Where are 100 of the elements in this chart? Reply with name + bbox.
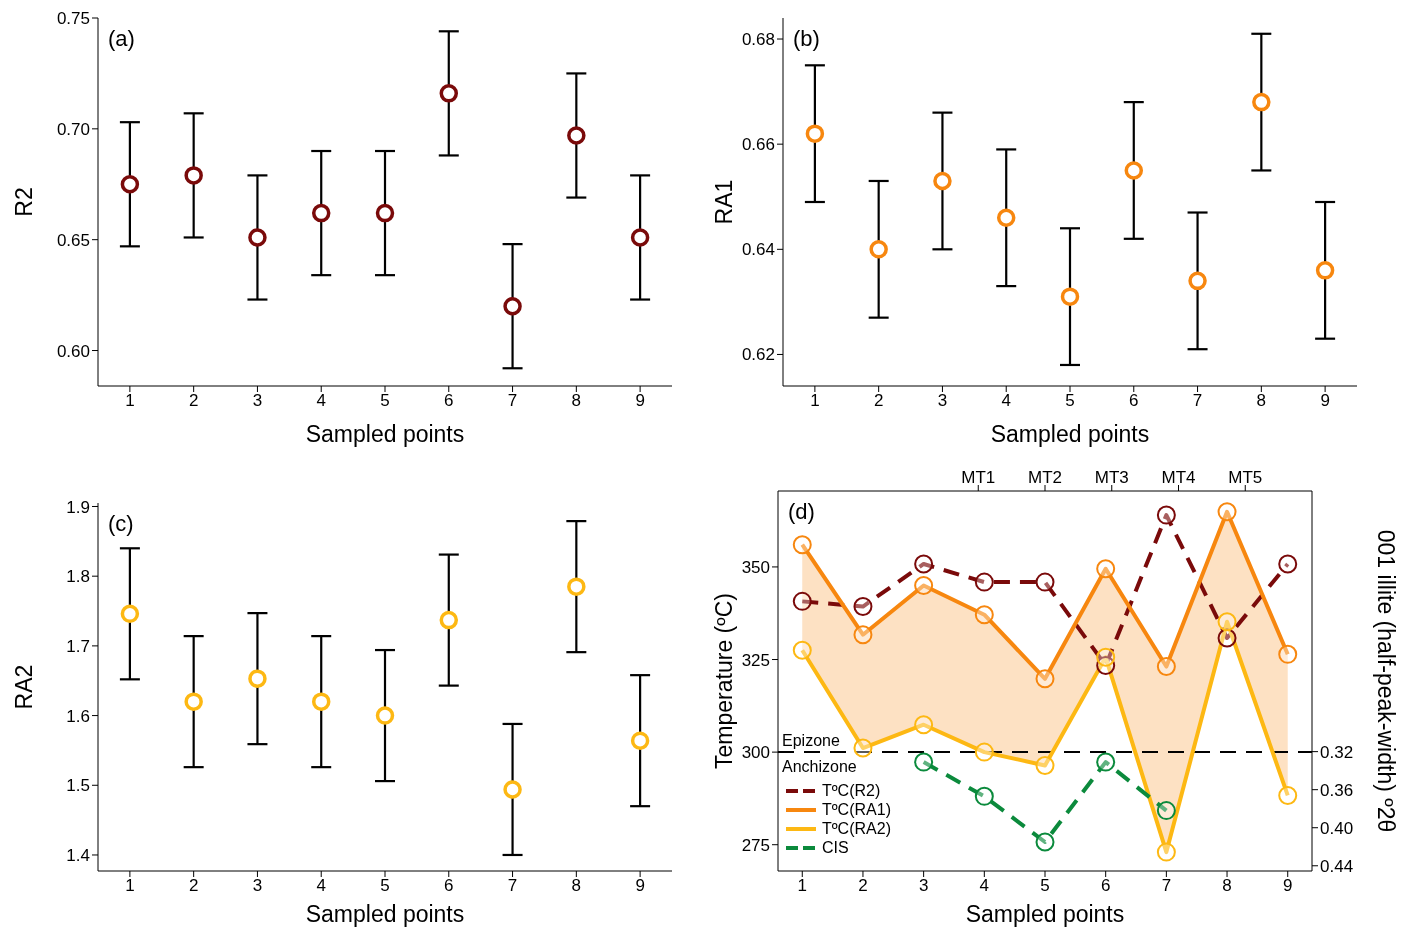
- x-tick-label: 9: [635, 876, 645, 896]
- point: [439, 84, 459, 103]
- x-tick-label: 3: [252, 391, 263, 411]
- text: MT2: [1028, 468, 1062, 487]
- x-tick-label: 2: [873, 391, 884, 411]
- x-tick-label: 2: [188, 391, 199, 411]
- point: [914, 752, 934, 772]
- legend-label: CIS: [822, 838, 849, 857]
- y2-tick-label: 0.32: [1320, 742, 1354, 762]
- point: [1278, 554, 1298, 574]
- y-tick-label: 0.68: [741, 30, 775, 50]
- ref-line-label: Epizone: [782, 732, 840, 750]
- x-tick-label: 1: [125, 876, 135, 896]
- text: MT4: [1161, 468, 1196, 487]
- point: [439, 610, 459, 630]
- point: [375, 706, 395, 725]
- point: [974, 786, 994, 806]
- point: [1035, 755, 1055, 775]
- annotation: Anchizone: [782, 758, 857, 776]
- y-tick-label: 0.65: [56, 230, 90, 250]
- point: [1188, 271, 1207, 291]
- x-tick-label: 4: [979, 876, 990, 896]
- y-tick-label: 0.75: [56, 9, 90, 29]
- point: [1035, 669, 1055, 689]
- point: [1217, 612, 1237, 632]
- point: [1124, 161, 1144, 180]
- point: [914, 715, 934, 735]
- point: [792, 535, 812, 555]
- point: [853, 625, 873, 645]
- y-tick-label: 300: [741, 743, 770, 763]
- point: [567, 577, 586, 596]
- point: [1156, 657, 1176, 677]
- point: [630, 731, 650, 750]
- x-tick-label: 7: [507, 391, 518, 411]
- x-tick-label: 4: [1001, 391, 1011, 411]
- point: [248, 228, 267, 247]
- point: [120, 175, 140, 194]
- text: MT5: [1228, 468, 1263, 487]
- point: [805, 124, 825, 143]
- x-tick-label: 8: [1222, 876, 1232, 896]
- point: [792, 591, 812, 611]
- point: [1035, 572, 1055, 592]
- point: [1096, 752, 1116, 772]
- point: [1252, 92, 1271, 112]
- point: [933, 171, 952, 191]
- x-tick-label: 2: [188, 876, 199, 896]
- point: [1156, 842, 1176, 862]
- point: [914, 575, 934, 595]
- point: [792, 640, 812, 660]
- point: [853, 738, 873, 758]
- x-tick-label: 5: [380, 876, 390, 896]
- point: [120, 604, 140, 624]
- point: [1060, 287, 1080, 306]
- y-axis-title: RA1: [711, 179, 737, 225]
- x-tick-label: 8: [571, 391, 582, 411]
- point: [974, 572, 994, 592]
- x-tick-label: 1: [797, 876, 808, 896]
- x-tick-label: 1: [810, 391, 820, 411]
- point: [1096, 559, 1116, 579]
- y2-tick-label: 0.40: [1320, 818, 1354, 838]
- x-tick-label: 9: [635, 391, 645, 411]
- point: [853, 597, 873, 617]
- y-tick-label: 325: [741, 650, 770, 670]
- legend-label: TºC(R2): [822, 781, 881, 800]
- point: [503, 296, 522, 316]
- y2-axis-title: 001 illite (half-peak-width) º2θ: [1373, 529, 1399, 833]
- point: [1217, 502, 1237, 522]
- point: [869, 240, 888, 259]
- legend-label: TºC(RA1): [822, 800, 891, 819]
- x-tick-label: 7: [1192, 391, 1203, 411]
- y-tick-label: 0.60: [56, 341, 90, 361]
- annotation: (a): [108, 26, 135, 52]
- y-tick-label: 1.5: [66, 776, 90, 796]
- y-tick-label: 0.64: [741, 240, 775, 260]
- annotation: (b): [793, 26, 820, 52]
- x-axis-title: Sampled points: [965, 901, 1125, 927]
- x-tick-label: 6: [1100, 876, 1111, 896]
- x-tick-label: 5: [1065, 391, 1075, 411]
- point: [1315, 261, 1335, 280]
- point: [974, 605, 994, 625]
- point: [503, 780, 522, 799]
- point: [375, 203, 395, 223]
- x-tick-label: 4: [316, 876, 326, 896]
- y2-tick-label: 0.36: [1320, 780, 1354, 800]
- point: [996, 208, 1016, 228]
- point: [974, 742, 994, 762]
- y-tick-label: 1.8: [66, 567, 90, 587]
- annotation: (d): [788, 499, 815, 525]
- point: [1156, 801, 1176, 821]
- x-axis-title: Sampled points: [990, 421, 1150, 447]
- x-tick-label: 4: [316, 391, 326, 411]
- point: [311, 203, 331, 223]
- x-axis-title: Sampled points: [305, 421, 465, 447]
- x-tick-label: 3: [937, 391, 948, 411]
- point: [567, 126, 586, 145]
- point: [1096, 647, 1116, 667]
- y-tick-label: 275: [741, 835, 770, 855]
- x-tick-label: 7: [1161, 876, 1172, 896]
- x-tick-label: 3: [252, 876, 263, 896]
- point: [248, 669, 267, 688]
